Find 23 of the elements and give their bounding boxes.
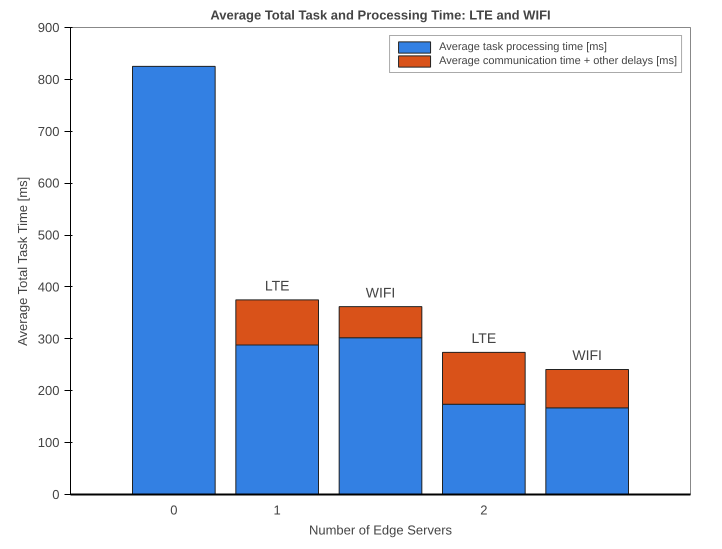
y-tick-label: 800 [38,72,60,87]
y-tick-label: 500 [38,228,60,243]
y-tick-label: 100 [38,435,60,450]
legend-label: Average communication time + other delays [ms] [439,54,677,68]
y-tick-label: 700 [38,124,60,139]
x-tick-label: 0 [170,502,178,518]
annotation: WIFI [366,284,396,300]
y-tick-label: 600 [38,176,60,191]
annotation: WIFI [572,347,602,364]
y-tick-label: 0 [52,487,60,502]
x-axis-title: Number of Edge Servers [308,522,453,538]
annotation: LTE [264,278,290,294]
chart-title: Average Total Task and Processing Time: LTE and WIFI [210,8,551,22]
y-axis-title: Average Total Task Time [ms] [14,176,30,346]
y-tick-label: 200 [38,383,60,398]
legend-label: Average task processing time [ms] [439,40,607,54]
y-tick-label: 300 [38,331,60,346]
x-tick-label: 2 [480,502,488,518]
annotation: LTE [472,330,496,346]
y-tick-label: 400 [38,279,60,294]
bar [132,66,216,494]
x-tick-label: 1 [274,502,281,518]
y-tick-label: 900 [38,20,60,35]
